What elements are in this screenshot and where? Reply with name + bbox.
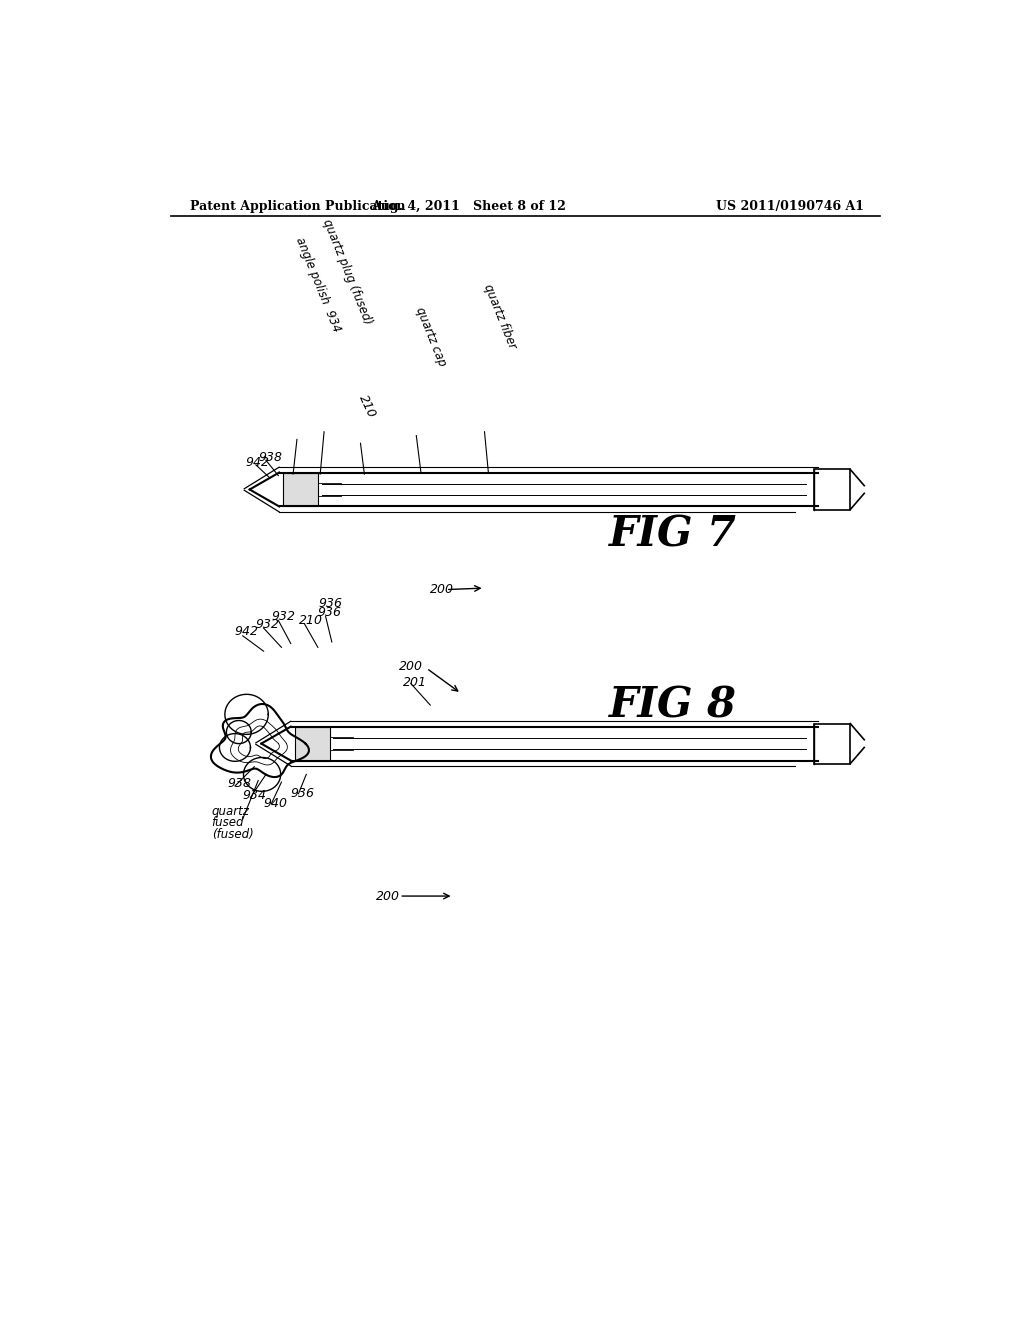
Text: quartz plug (fused): quartz plug (fused) — [321, 216, 375, 326]
Text: 932: 932 — [256, 618, 280, 631]
Text: (fused): (fused) — [212, 828, 254, 841]
Text: 942: 942 — [246, 455, 269, 469]
Text: Aug. 4, 2011   Sheet 8 of 12: Aug. 4, 2011 Sheet 8 of 12 — [372, 199, 566, 213]
Text: FIG 7: FIG 7 — [608, 513, 736, 556]
Text: quartz cap: quartz cap — [414, 305, 449, 368]
Text: 940: 940 — [263, 797, 288, 810]
Text: US 2011/0190746 A1: US 2011/0190746 A1 — [716, 199, 864, 213]
Bar — [814, 470, 850, 510]
Text: quartz: quartz — [212, 805, 250, 818]
Text: 936: 936 — [291, 787, 314, 800]
Text: 938: 938 — [227, 777, 251, 791]
Text: 201: 201 — [403, 676, 427, 689]
Text: 200: 200 — [430, 583, 455, 597]
Text: 936: 936 — [317, 606, 342, 619]
Bar — [283, 473, 317, 507]
Text: Patent Application Publication: Patent Application Publication — [190, 199, 406, 213]
Text: 210: 210 — [299, 614, 323, 627]
Text: quartz fiber: quartz fiber — [480, 282, 518, 351]
Text: angle polish  934: angle polish 934 — [293, 235, 343, 334]
Text: 936: 936 — [318, 597, 343, 610]
Text: FIG 8: FIG 8 — [608, 684, 736, 726]
Text: 200: 200 — [376, 890, 400, 903]
Text: 942: 942 — [234, 626, 259, 639]
Text: 932: 932 — [271, 610, 295, 623]
Bar — [814, 723, 850, 763]
Text: 934: 934 — [243, 789, 266, 803]
Text: 938: 938 — [258, 450, 283, 463]
Text: fused: fused — [212, 816, 244, 829]
Text: 200: 200 — [398, 660, 423, 673]
Bar — [295, 726, 330, 760]
Text: 210: 210 — [356, 393, 379, 420]
